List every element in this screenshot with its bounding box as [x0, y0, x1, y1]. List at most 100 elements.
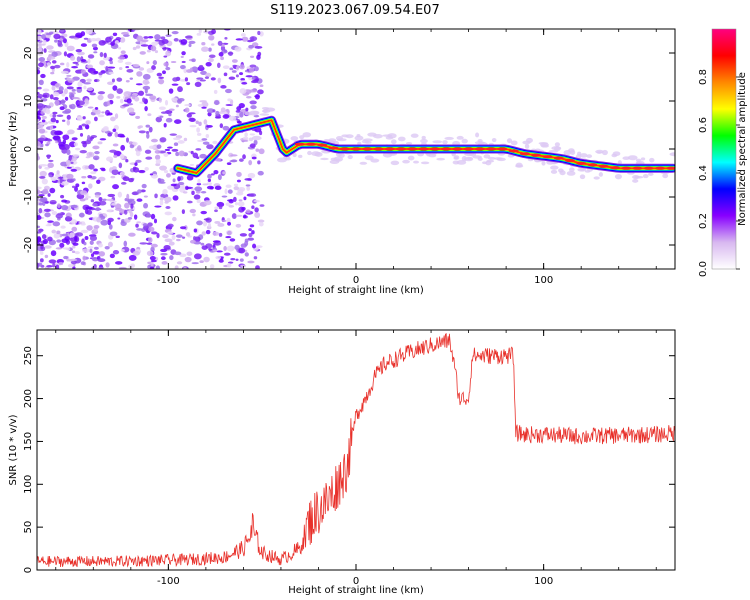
spectrogram-speckle [161, 111, 168, 114]
spectrogram-speckle [114, 203, 122, 210]
spectrogram-speckle [201, 138, 208, 141]
spectrogram-speckle [186, 251, 193, 256]
spectrogram-speckle [94, 107, 99, 110]
spectrogram-speckle [234, 46, 242, 52]
spectrogram-speckle [222, 125, 230, 131]
spectrogram-speckle [119, 135, 126, 138]
spectrogram-speckle [524, 143, 530, 149]
spectrogram-speckle [172, 137, 181, 141]
spectrogram-speckle [240, 264, 247, 268]
spectrogram-speckle [43, 208, 51, 212]
spectrogram-speckle [214, 116, 222, 119]
spectrogram-speckle [126, 68, 134, 73]
spectrogram-speckle [107, 209, 112, 212]
spectrogram-speckle [126, 193, 130, 200]
spectrogram-speckle [99, 60, 105, 66]
spectrogram-speckle [125, 65, 130, 69]
spectrogram-x-tick-label: 100 [534, 275, 553, 286]
spectrogram-speckle [236, 171, 242, 177]
spectrogram-speckle [135, 45, 141, 49]
spectrogram-speckle [238, 247, 246, 254]
spectrogram-speckle [147, 36, 154, 39]
spectrogram-speckle [233, 186, 240, 191]
spectrogram-x-label: Height of straight line (km) [288, 285, 424, 296]
spectrogram-speckle [110, 205, 115, 208]
colorbar-tick-label: 0.6 [698, 117, 709, 133]
spectrogram-speckle [167, 146, 173, 149]
spectrogram-speckle [579, 167, 585, 172]
spectrogram-speckle [58, 261, 64, 266]
spectrogram-speckle [71, 226, 78, 232]
spectrogram-speckle [112, 128, 117, 133]
spectrogram-speckle [121, 218, 125, 224]
spectrogram-speckle [107, 81, 114, 85]
snr-y-tick-label: 50 [23, 521, 34, 534]
spectrogram-speckle [196, 32, 202, 36]
spectrogram-peak [564, 158, 575, 163]
spectrogram-speckle [66, 166, 72, 169]
spectrogram-speckle [247, 260, 255, 264]
spectrogram-speckle [254, 46, 263, 49]
spectrogram-speckle [91, 176, 97, 180]
spectrogram-speckle [491, 137, 497, 143]
spectrogram-speckle [49, 125, 54, 131]
spectrogram-speckle [192, 213, 196, 217]
spectrogram-speckle [161, 38, 169, 45]
spectrogram-speckle [193, 236, 197, 241]
spectrogram-speckle [257, 89, 264, 95]
spectrogram-speckle [159, 196, 164, 201]
spectrogram-speckle [37, 231, 42, 234]
spectrogram-speckle [111, 166, 117, 170]
spectrogram-speckle [98, 72, 103, 76]
spectrogram-speckle [41, 178, 48, 185]
spectrogram-peak [474, 147, 485, 151]
spectrogram-speckle [191, 66, 199, 73]
spectrogram-speckle [93, 168, 98, 172]
spectrogram-speckle [71, 245, 76, 249]
spectrogram-speckle [97, 114, 105, 118]
spectrogram-speckle [134, 162, 138, 167]
spectrogram-speckle [214, 206, 219, 210]
spectrogram-speckle [234, 244, 240, 251]
spectrogram-speckle [163, 55, 168, 58]
snr-y-tick-label: 150 [23, 432, 34, 451]
spectrogram-speckle [642, 174, 649, 179]
spectrogram-speckle [123, 209, 128, 215]
spectrogram-speckle [71, 65, 79, 69]
spectrogram-speckle [364, 155, 374, 161]
spectrogram-speckle [127, 217, 133, 220]
spectrogram-speckle [159, 199, 164, 206]
colorbar-tick-label: 0.0 [698, 261, 709, 277]
spectrogram-speckle [114, 131, 119, 138]
spectrogram-speckle [49, 31, 54, 35]
spectrogram-speckle [192, 152, 199, 159]
spectrogram-speckle [80, 190, 88, 196]
spectrogram-speckle [86, 134, 91, 141]
spectrogram-speckle [105, 66, 109, 72]
spectrogram-speckle [596, 151, 603, 154]
spectrogram-speckle [461, 138, 468, 144]
spectrogram-speckle [566, 170, 576, 176]
spectrogram-speckle [246, 96, 252, 99]
spectrogram-speckle [225, 88, 232, 94]
spectrogram-speckle [205, 62, 212, 67]
spectrogram-speckle [37, 140, 41, 147]
spectrogram-speckle [230, 154, 238, 157]
spectrogram-speckle [252, 243, 257, 249]
spectrogram-speckle [148, 145, 157, 149]
spectrogram-speckle [39, 164, 48, 167]
spectrogram-speckle [55, 213, 63, 219]
spectrogram-speckle [598, 172, 603, 177]
spectrogram-speckle [200, 70, 207, 76]
spectrogram-speckle [436, 157, 445, 161]
spectrogram-speckle [152, 60, 158, 66]
spectrogram-speckle [74, 235, 78, 242]
spectrogram-speckle [164, 211, 173, 216]
spectrogram-speckle [117, 56, 126, 60]
spectrogram-speckle [214, 185, 222, 191]
spectrogram-speckle [110, 116, 116, 122]
spectrogram-speckle [190, 239, 197, 244]
spectrogram-speckle [168, 88, 174, 94]
spectrogram-speckle [136, 35, 144, 42]
spectrogram-speckle [50, 117, 57, 123]
